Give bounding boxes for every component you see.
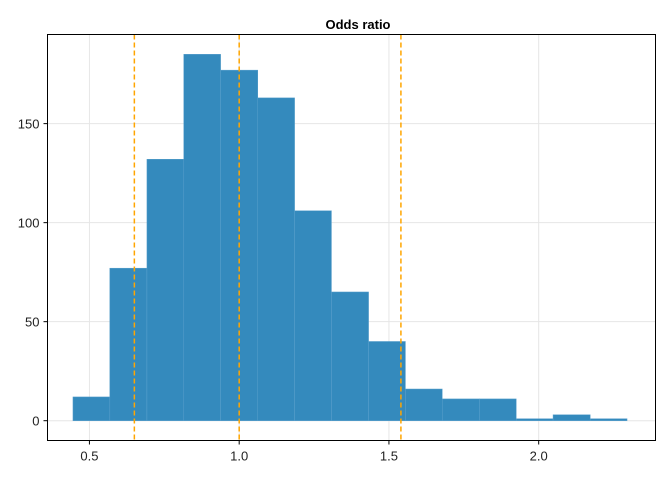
histogram-bar (442, 398, 480, 421)
histogram-bar (331, 291, 369, 421)
histogram-bar (589, 418, 628, 421)
x-tick-label: 0.5 (80, 449, 98, 464)
y-tick-label: 0 (32, 414, 39, 429)
histogram-bar (552, 414, 591, 421)
y-tick-label: 100 (18, 216, 40, 231)
y-tick-label: 150 (18, 117, 40, 132)
histogram-bar (257, 97, 295, 421)
histogram-bar (515, 418, 554, 421)
y-axis-ticks: 0 50 100 150 (18, 117, 48, 429)
histogram-bar (72, 396, 111, 421)
histogram-bar (146, 159, 185, 421)
x-axis-ticks: 0.5 1.0 1.5 2.0 (80, 440, 548, 464)
reference-lines (133, 34, 402, 441)
histogram-bar (109, 267, 148, 421)
y-tick-label: 50 (25, 315, 39, 330)
histogram-bar (479, 398, 517, 421)
histogram-bar (368, 341, 406, 421)
histogram-bar (183, 54, 221, 421)
histogram-bar (294, 210, 332, 421)
chart-title: Odds ratio (325, 17, 390, 32)
x-tick-label: 1.0 (230, 449, 248, 464)
plot-frame (47, 34, 656, 441)
x-tick-label: 1.5 (380, 449, 398, 464)
histogram-bar (405, 388, 443, 421)
histogram-bars (72, 54, 628, 421)
x-tick-label: 2.0 (530, 449, 548, 464)
